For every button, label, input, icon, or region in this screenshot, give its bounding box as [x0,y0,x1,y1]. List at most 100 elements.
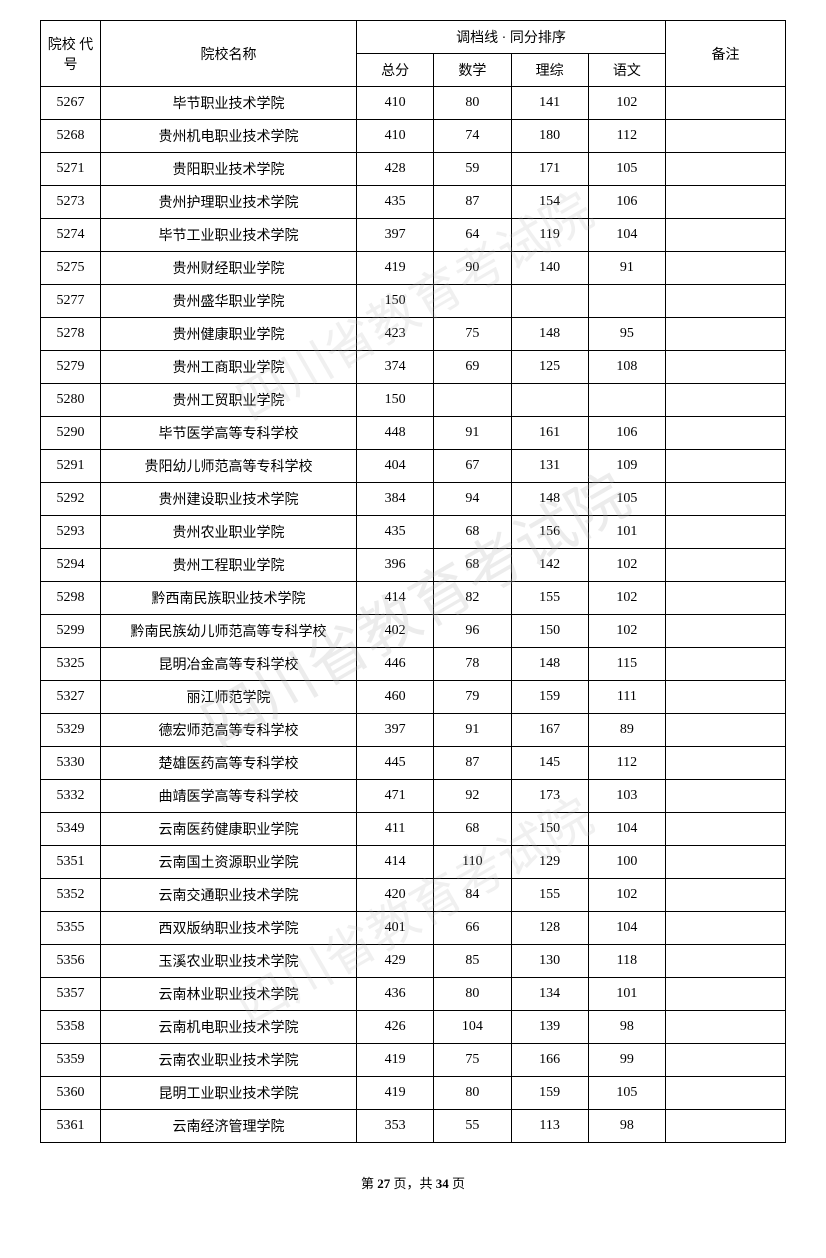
table-row: 5325昆明冶金高等专科学校44678148115 [41,648,786,681]
cell-name: 云南机电职业技术学院 [101,1011,357,1044]
cell-name: 贵州工程职业学院 [101,549,357,582]
header-name: 院校名称 [101,21,357,87]
cell-total: 460 [357,681,434,714]
table-row: 5274毕节工业职业技术学院39764119104 [41,219,786,252]
cell-math: 84 [434,879,511,912]
cell-chinese: 104 [588,813,665,846]
cell-code: 5361 [41,1110,101,1143]
cell-chinese: 102 [588,87,665,120]
cell-science: 171 [511,153,588,186]
cell-total: 436 [357,978,434,1011]
cell-remark [666,681,786,714]
cell-math: 91 [434,714,511,747]
cell-total: 414 [357,582,434,615]
table-row: 5293贵州农业职业学院43568156101 [41,516,786,549]
header-math: 数学 [434,54,511,87]
cell-name: 云南农业职业技术学院 [101,1044,357,1077]
footer-current-page: 27 [377,1176,390,1191]
cell-science: 148 [511,483,588,516]
cell-science: 148 [511,318,588,351]
cell-total: 426 [357,1011,434,1044]
cell-science: 159 [511,681,588,714]
cell-chinese: 102 [588,615,665,648]
cell-remark [666,450,786,483]
cell-science: 155 [511,582,588,615]
cell-total: 397 [357,219,434,252]
cell-total: 402 [357,615,434,648]
cell-math: 68 [434,516,511,549]
cell-code: 5279 [41,351,101,384]
cell-science: 155 [511,879,588,912]
cell-chinese: 102 [588,879,665,912]
cell-total: 396 [357,549,434,582]
cell-remark [666,384,786,417]
cell-code: 5329 [41,714,101,747]
cell-code: 5291 [41,450,101,483]
table-row: 5358云南机电职业技术学院42610413998 [41,1011,786,1044]
cell-total: 445 [357,747,434,780]
cell-name: 贵州机电职业技术学院 [101,120,357,153]
table-row: 5332曲靖医学高等专科学校47192173103 [41,780,786,813]
header-science: 理综 [511,54,588,87]
cell-science: 130 [511,945,588,978]
cell-science: 150 [511,615,588,648]
cell-chinese: 104 [588,219,665,252]
cell-name: 云南经济管理学院 [101,1110,357,1143]
cell-total: 420 [357,879,434,912]
cell-remark [666,351,786,384]
table-row: 5271贵阳职业技术学院42859171105 [41,153,786,186]
cell-name: 曲靖医学高等专科学校 [101,780,357,813]
cell-math: 66 [434,912,511,945]
cell-chinese: 106 [588,186,665,219]
cell-name: 云南林业职业技术学院 [101,978,357,1011]
table-row: 5330楚雄医药高等专科学校44587145112 [41,747,786,780]
cell-total: 374 [357,351,434,384]
cell-chinese: 105 [588,1077,665,1110]
cell-total: 423 [357,318,434,351]
cell-remark [666,879,786,912]
table-row: 5298黔西南民族职业技术学院41482155102 [41,582,786,615]
cell-remark [666,87,786,120]
cell-chinese: 105 [588,483,665,516]
cell-code: 5278 [41,318,101,351]
cell-chinese: 104 [588,912,665,945]
cell-code: 5357 [41,978,101,1011]
cell-name: 贵州健康职业学院 [101,318,357,351]
cell-name: 丽江师范学院 [101,681,357,714]
cell-code: 5351 [41,846,101,879]
cell-code: 5274 [41,219,101,252]
cell-code: 5359 [41,1044,101,1077]
cell-remark [666,813,786,846]
cell-name: 毕节职业技术学院 [101,87,357,120]
table-row: 5292贵州建设职业技术学院38494148105 [41,483,786,516]
table-row: 5267毕节职业技术学院41080141102 [41,87,786,120]
cell-science [511,384,588,417]
cell-chinese: 106 [588,417,665,450]
cell-remark [666,714,786,747]
cell-remark [666,582,786,615]
cell-remark [666,912,786,945]
table-row: 5294贵州工程职业学院39668142102 [41,549,786,582]
cell-code: 5275 [41,252,101,285]
cell-name: 昆明工业职业技术学院 [101,1077,357,1110]
cell-remark [666,1011,786,1044]
cell-math [434,285,511,318]
header-chinese: 语文 [588,54,665,87]
cell-math: 67 [434,450,511,483]
table-row: 5351云南国土资源职业学院414110129100 [41,846,786,879]
cell-remark [666,516,786,549]
cell-name: 贵州护理职业技术学院 [101,186,357,219]
cell-total: 353 [357,1110,434,1143]
cell-remark [666,219,786,252]
cell-math: 55 [434,1110,511,1143]
scores-table: 院校 代号 院校名称 调档线 · 同分排序 备注 总分 数学 理综 语文 526… [40,20,786,1143]
cell-remark [666,978,786,1011]
cell-name: 贵州建设职业技术学院 [101,483,357,516]
cell-chinese: 103 [588,780,665,813]
cell-code: 5325 [41,648,101,681]
cell-total: 419 [357,1077,434,1110]
cell-name: 云南国土资源职业学院 [101,846,357,879]
cell-chinese: 101 [588,978,665,1011]
cell-remark [666,285,786,318]
cell-math: 78 [434,648,511,681]
